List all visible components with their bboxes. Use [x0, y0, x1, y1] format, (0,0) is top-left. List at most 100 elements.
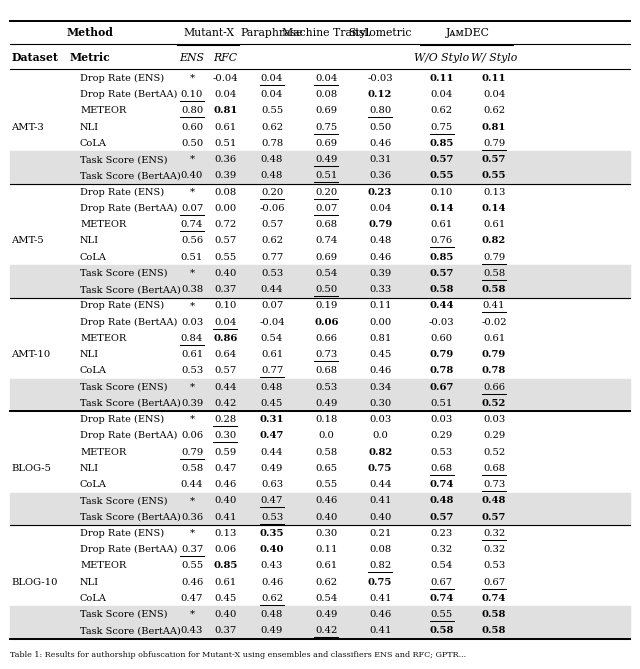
Text: 0.66: 0.66 — [316, 334, 337, 343]
Text: 0.48: 0.48 — [261, 171, 283, 181]
Text: Mutant-X: Mutant-X — [183, 27, 234, 37]
Text: 0.51: 0.51 — [431, 399, 452, 408]
Text: 0.55: 0.55 — [431, 610, 452, 619]
Text: 0.48: 0.48 — [261, 155, 283, 164]
Text: 0.48: 0.48 — [429, 496, 454, 505]
Text: 0.42: 0.42 — [214, 399, 236, 408]
Text: 0.77: 0.77 — [261, 253, 283, 262]
Text: 0.51: 0.51 — [316, 171, 337, 181]
Text: 0.78: 0.78 — [429, 367, 454, 375]
Text: 0.29: 0.29 — [431, 432, 452, 440]
Bar — [10, 151, 630, 168]
Text: 0.06: 0.06 — [214, 545, 236, 554]
Text: 0.52: 0.52 — [483, 448, 505, 456]
Text: 0.53: 0.53 — [261, 512, 283, 522]
Text: 0.23: 0.23 — [368, 187, 392, 197]
Text: Drop Rate (ENS): Drop Rate (ENS) — [80, 301, 164, 310]
Text: 0.48: 0.48 — [261, 383, 283, 391]
Text: Method: Method — [66, 27, 113, 38]
Bar — [10, 395, 630, 411]
Text: 0.53: 0.53 — [431, 448, 452, 456]
Text: 0.55: 0.55 — [316, 480, 337, 489]
Text: 0.03: 0.03 — [181, 318, 203, 326]
Text: 0.00: 0.00 — [369, 318, 391, 326]
Text: 0.54: 0.54 — [316, 269, 337, 278]
Text: METEOR: METEOR — [80, 448, 126, 456]
Text: 0.41: 0.41 — [369, 496, 392, 505]
Text: Task Score (ENS): Task Score (ENS) — [80, 383, 168, 391]
Text: 0.56: 0.56 — [181, 236, 203, 246]
Text: 0.30: 0.30 — [214, 432, 236, 440]
Text: 0.81: 0.81 — [213, 106, 237, 115]
Text: W/ Stylo: W/ Stylo — [471, 53, 517, 63]
Text: 0.74: 0.74 — [429, 480, 454, 489]
Text: -0.02: -0.02 — [481, 318, 507, 326]
Text: 0.04: 0.04 — [369, 204, 391, 213]
Text: 0.79: 0.79 — [181, 448, 203, 456]
Text: 0.20: 0.20 — [316, 187, 337, 197]
Text: 0.10: 0.10 — [431, 187, 452, 197]
Text: 0.55: 0.55 — [261, 106, 283, 115]
Text: 0.51: 0.51 — [214, 139, 236, 148]
Text: 0.47: 0.47 — [261, 496, 283, 505]
Text: 0.44: 0.44 — [260, 285, 284, 294]
Text: 0.52: 0.52 — [482, 399, 506, 408]
Text: AMT-10: AMT-10 — [12, 350, 51, 359]
Text: 0.48: 0.48 — [261, 610, 283, 619]
Bar — [10, 623, 630, 639]
Text: 0.85: 0.85 — [213, 561, 237, 570]
Text: 0.58: 0.58 — [482, 626, 506, 636]
Text: 0.45: 0.45 — [261, 399, 283, 408]
Text: 0.79: 0.79 — [483, 139, 505, 148]
Text: 0.31: 0.31 — [369, 155, 391, 164]
Text: 0.37: 0.37 — [181, 545, 203, 554]
Text: 0.07: 0.07 — [181, 204, 203, 213]
Text: 0.41: 0.41 — [214, 512, 237, 522]
Text: 0.41: 0.41 — [369, 594, 392, 603]
Bar — [10, 606, 630, 623]
Text: 0.58: 0.58 — [316, 448, 337, 456]
Text: 0.40: 0.40 — [214, 496, 236, 505]
Text: 0.36: 0.36 — [214, 155, 236, 164]
Text: Task Score (ENS): Task Score (ENS) — [80, 496, 168, 505]
Text: 0.11: 0.11 — [315, 545, 338, 554]
Text: 0.03: 0.03 — [483, 415, 505, 424]
Text: 0.62: 0.62 — [431, 106, 452, 115]
Text: METEOR: METEOR — [80, 561, 126, 570]
Text: 0.06: 0.06 — [314, 318, 339, 326]
Text: 0.73: 0.73 — [316, 350, 337, 359]
Text: 0.04: 0.04 — [214, 90, 236, 99]
Text: 0.76: 0.76 — [431, 236, 452, 246]
Text: 0.60: 0.60 — [181, 122, 203, 132]
Text: 0.32: 0.32 — [483, 545, 505, 554]
Text: 0.54: 0.54 — [261, 334, 283, 343]
Bar — [10, 168, 630, 184]
Text: 0.68: 0.68 — [316, 367, 337, 375]
Text: 0.06: 0.06 — [181, 432, 203, 440]
Text: -0.03: -0.03 — [367, 74, 393, 83]
Text: NLI: NLI — [80, 577, 99, 587]
Bar — [10, 492, 630, 509]
Text: 0.82: 0.82 — [368, 448, 392, 456]
Text: Drop Rate (ENS): Drop Rate (ENS) — [80, 529, 164, 538]
Text: 0.61: 0.61 — [316, 561, 337, 570]
Text: 0.65: 0.65 — [316, 464, 337, 473]
Text: 0.41: 0.41 — [369, 626, 392, 636]
Text: 0.04: 0.04 — [261, 90, 283, 99]
Text: 0.85: 0.85 — [429, 139, 454, 148]
Text: Task Score (BertAA): Task Score (BertAA) — [80, 626, 180, 636]
Text: 0.61: 0.61 — [214, 122, 236, 132]
Text: 0.07: 0.07 — [261, 301, 283, 310]
Text: NLI: NLI — [80, 236, 99, 246]
Text: 0.0: 0.0 — [319, 432, 334, 440]
Text: 0.82: 0.82 — [369, 561, 391, 570]
Text: 0.69: 0.69 — [316, 139, 337, 148]
Text: 0.40: 0.40 — [214, 269, 236, 278]
Text: 0.04: 0.04 — [316, 74, 337, 83]
Text: 0.08: 0.08 — [369, 545, 391, 554]
Text: 0.13: 0.13 — [214, 529, 236, 538]
Text: 0.68: 0.68 — [316, 220, 337, 229]
Text: Paraphrase: Paraphrase — [241, 27, 303, 37]
Text: 0.37: 0.37 — [214, 285, 236, 294]
Text: NLI: NLI — [80, 464, 99, 473]
